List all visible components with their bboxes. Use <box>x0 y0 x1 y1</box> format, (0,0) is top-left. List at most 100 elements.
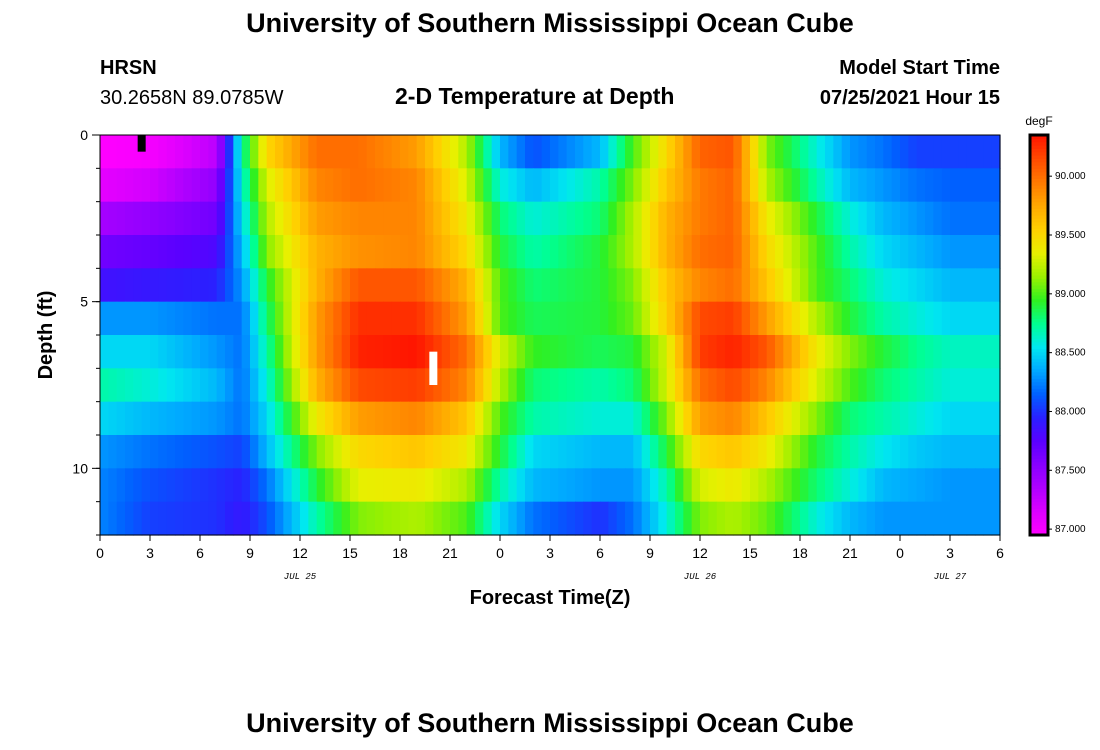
heatmap-cell <box>816 368 826 403</box>
colorbar-segment <box>1030 485 1048 489</box>
heatmap-cell <box>483 201 493 236</box>
heatmap-cell <box>350 235 359 269</box>
heatmap-cell <box>741 501 751 536</box>
heatmap-cell <box>858 368 868 403</box>
colorbar-segment <box>1030 528 1048 533</box>
heatmap-cell <box>116 201 126 236</box>
heatmap-cell <box>933 435 943 469</box>
heatmap-cell <box>616 201 626 236</box>
heatmap-cell <box>441 468 451 503</box>
heatmap-cell <box>316 135 326 169</box>
heatmap-cell <box>683 201 693 236</box>
colorbar-segment <box>1030 435 1048 439</box>
colorbar-segment <box>1030 525 1048 529</box>
heatmap-cell <box>783 501 793 536</box>
heatmap-cell <box>741 368 751 403</box>
heatmap-cell <box>491 201 501 236</box>
heatmap-cell <box>575 135 584 169</box>
heatmap-cell <box>158 368 168 403</box>
heatmap-cell <box>158 501 168 536</box>
heatmap-cell <box>716 468 726 503</box>
colorbar-segment <box>1030 265 1048 269</box>
heatmap-cell <box>433 468 443 503</box>
heatmap-cell <box>641 501 651 536</box>
heatmap-cell <box>141 468 151 503</box>
heatmap-cell <box>125 368 134 403</box>
heatmap-cell <box>900 135 909 169</box>
heatmap-cell <box>783 468 793 503</box>
heatmap-cell <box>141 368 151 403</box>
heatmap-cell <box>341 201 351 236</box>
heatmap-cell <box>183 268 193 303</box>
heatmap-cell <box>291 435 301 469</box>
heatmap-cell <box>325 135 334 169</box>
heatmap-cell <box>516 401 526 436</box>
heatmap-cell <box>116 335 126 369</box>
heatmap-cell <box>591 435 601 469</box>
heatmap-cell <box>325 501 334 536</box>
heatmap-cell <box>758 335 768 369</box>
heatmap-cell <box>891 168 901 203</box>
heatmap-cell <box>300 501 309 536</box>
heatmap-cell <box>550 435 559 469</box>
heatmap-cell <box>983 168 993 203</box>
heatmap-cell <box>300 268 309 303</box>
heatmap-cell <box>183 168 193 203</box>
heatmap-cell <box>316 335 326 369</box>
colorbar-segment <box>1030 428 1048 433</box>
heatmap-cell <box>416 435 426 469</box>
colorbar-segment <box>1030 495 1048 499</box>
heatmap-cell <box>216 168 226 203</box>
heatmap-cell <box>325 235 334 269</box>
heatmap-cell <box>616 468 626 503</box>
heatmap-cell <box>158 401 168 436</box>
heatmap-cell <box>983 468 993 503</box>
heatmap-cell <box>933 468 943 503</box>
heatmap-cell <box>175 435 184 469</box>
heatmap-cell <box>483 135 493 169</box>
heatmap-cell <box>916 168 926 203</box>
heatmap-cell <box>416 235 426 269</box>
heatmap-cell <box>950 301 959 336</box>
colorbar-segment <box>1030 301 1048 306</box>
heatmap-cell <box>725 235 734 269</box>
heatmap-cell <box>450 401 459 436</box>
heatmap-cell <box>233 468 243 503</box>
x-tick-label: 12 <box>692 545 708 561</box>
heatmap-cell <box>641 268 651 303</box>
heatmap-cell <box>258 401 268 436</box>
heatmap-cell <box>500 301 509 336</box>
colorbar-segment <box>1030 188 1048 193</box>
heatmap-cell <box>266 168 276 203</box>
heatmap-cell <box>900 168 909 203</box>
heatmap-cell <box>758 235 768 269</box>
colorbar-segment <box>1030 385 1048 389</box>
heatmap-cell <box>183 435 193 469</box>
heatmap-cell <box>391 168 401 203</box>
colorbar-segment <box>1030 211 1048 216</box>
heatmap-cell <box>533 401 543 436</box>
heatmap-cell <box>800 435 809 469</box>
heatmap-cell <box>316 468 326 503</box>
heatmap-cell <box>283 401 293 436</box>
colorbar-segment <box>1030 221 1048 226</box>
heatmap-cell <box>841 235 851 269</box>
heatmap-cell <box>833 501 843 536</box>
heatmap-cell <box>416 468 426 503</box>
colorbar-segment <box>1030 505 1048 509</box>
heatmap-cell <box>541 201 551 236</box>
colorbar-segment <box>1030 225 1048 229</box>
colorbar-segment <box>1030 381 1048 386</box>
heatmap-cell <box>641 235 651 269</box>
heatmap-cell <box>791 301 801 336</box>
heatmap-cell <box>300 401 309 436</box>
colorbar-segment <box>1030 461 1048 466</box>
heatmap-cell <box>633 335 643 369</box>
heatmap-cell <box>591 335 601 369</box>
heatmap-cell <box>350 335 359 369</box>
heatmap-cell <box>816 235 826 269</box>
heatmap-cell <box>933 368 943 403</box>
heatmap-cell <box>975 301 984 336</box>
heatmap-cell <box>808 335 818 369</box>
heatmap-cell <box>466 401 476 436</box>
